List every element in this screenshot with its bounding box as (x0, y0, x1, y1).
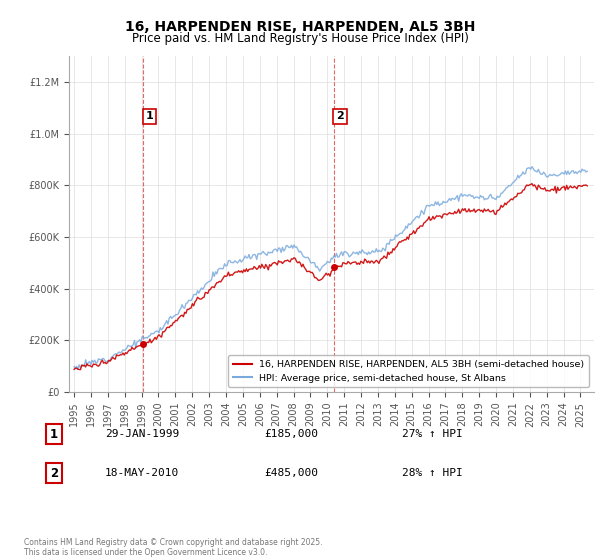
Text: 29-JAN-1999: 29-JAN-1999 (105, 429, 179, 439)
Text: 18-MAY-2010: 18-MAY-2010 (105, 468, 179, 478)
Legend: 16, HARPENDEN RISE, HARPENDEN, AL5 3BH (semi-detached house), HPI: Average price: 16, HARPENDEN RISE, HARPENDEN, AL5 3BH (… (228, 355, 589, 388)
Text: Price paid vs. HM Land Registry's House Price Index (HPI): Price paid vs. HM Land Registry's House … (131, 32, 469, 45)
Text: 1: 1 (145, 111, 153, 122)
Text: 2: 2 (50, 466, 58, 480)
Text: £485,000: £485,000 (264, 468, 318, 478)
Text: 28% ↑ HPI: 28% ↑ HPI (402, 468, 463, 478)
Text: Contains HM Land Registry data © Crown copyright and database right 2025.
This d: Contains HM Land Registry data © Crown c… (24, 538, 323, 557)
Text: £185,000: £185,000 (264, 429, 318, 439)
Text: 16, HARPENDEN RISE, HARPENDEN, AL5 3BH: 16, HARPENDEN RISE, HARPENDEN, AL5 3BH (125, 20, 475, 34)
Text: 2: 2 (336, 111, 344, 122)
Text: 1: 1 (50, 427, 58, 441)
Text: 27% ↑ HPI: 27% ↑ HPI (402, 429, 463, 439)
